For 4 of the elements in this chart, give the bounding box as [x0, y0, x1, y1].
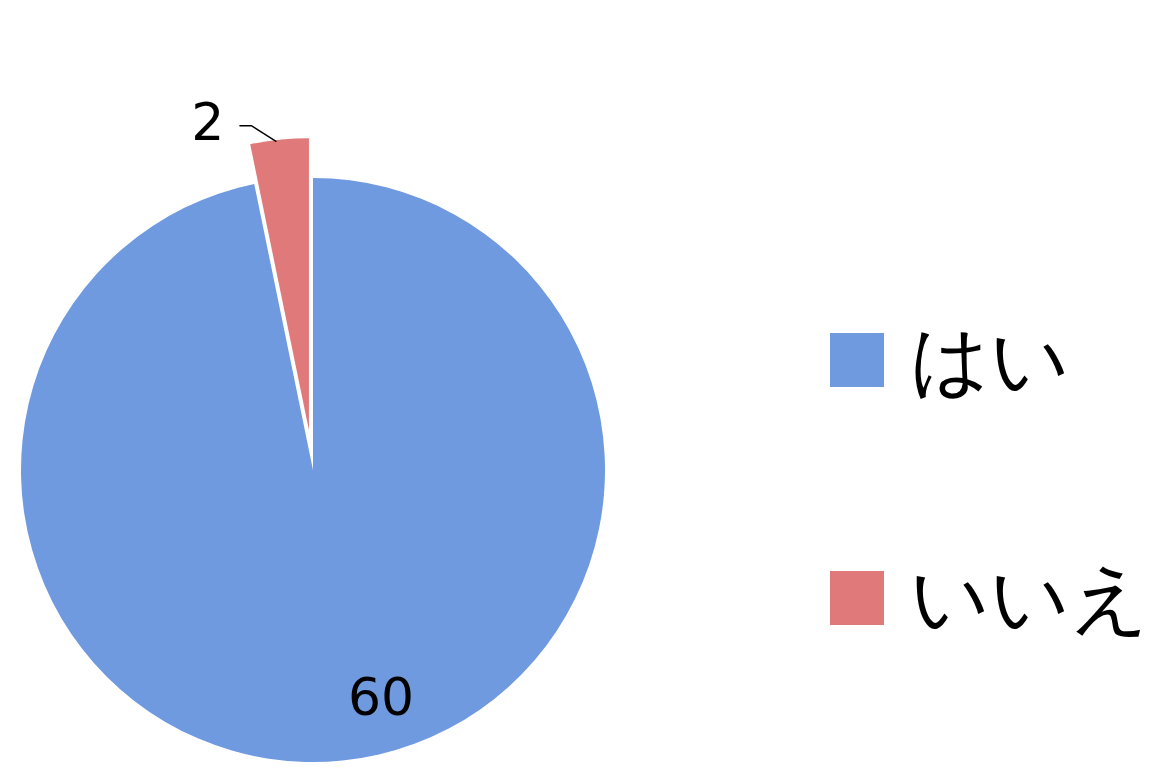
data-label: 60	[347, 666, 415, 727]
legend-label: いいえ	[910, 553, 1150, 643]
data-label: 2	[191, 91, 225, 152]
legend-label: はい	[910, 315, 1070, 405]
